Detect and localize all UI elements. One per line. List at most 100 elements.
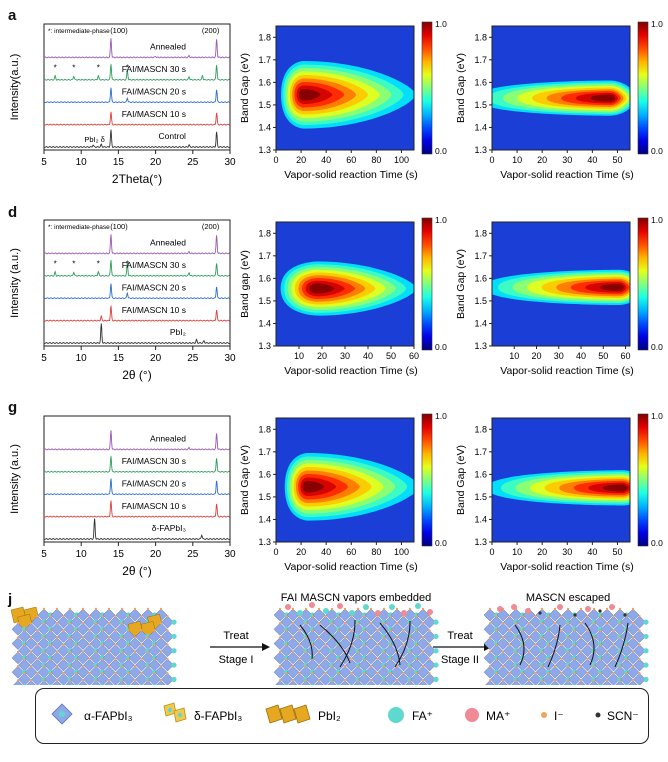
octahedron (423, 658, 436, 672)
iodide-ion (592, 607, 596, 611)
octahedron (529, 644, 542, 658)
iodide-ion (428, 614, 431, 618)
iodide-ion (376, 672, 379, 675)
iodide-ion (402, 629, 405, 632)
octahedron (327, 680, 337, 685)
iodide-ion (488, 622, 492, 625)
iodide-ion (140, 643, 143, 646)
iodide-ion (62, 614, 65, 618)
iodide-ion (49, 629, 52, 632)
intermediate-star: * (72, 259, 75, 268)
iodide-ion (376, 657, 379, 661)
fa-cation (433, 633, 439, 640)
octahedron (312, 608, 326, 622)
iodide-ion (146, 636, 150, 639)
octahedron (102, 651, 116, 665)
octahedron (50, 622, 64, 636)
iodide-ion (527, 636, 531, 639)
octahedron (397, 630, 410, 643)
octahedron (397, 615, 410, 629)
octahedron (574, 637, 588, 650)
octahedron (607, 630, 620, 643)
ma-escaped (497, 606, 503, 612)
fa-vapor (297, 610, 303, 616)
iodide-ion (140, 657, 143, 661)
y-tick-label: 1.4 (474, 318, 487, 328)
octahedron (161, 630, 174, 643)
octahedron (607, 615, 620, 629)
trace-label: FAI/MASCN 10 s (122, 305, 186, 315)
iodide-ion (521, 672, 524, 675)
colorbar-max-label: 1.0 (651, 19, 663, 29)
x-tick-label: 0 (489, 547, 494, 557)
scn-escaped (573, 613, 577, 617)
iodide-ion (586, 643, 589, 646)
iodide-ion (127, 643, 130, 646)
panel-label-d: d (8, 204, 18, 221)
x-tick-label: 50 (612, 547, 622, 557)
x-tick-label: 100 (394, 547, 409, 557)
iodide-ion (428, 643, 431, 646)
x-axis-label: 2θ (°) (122, 564, 151, 578)
fa-cation (643, 676, 649, 682)
iodide-ion (547, 657, 550, 661)
iodide-ion (36, 629, 39, 632)
fa-vapor (389, 604, 395, 610)
y-tick-label: 1.4 (474, 122, 487, 132)
peak-label-200: (200) (202, 26, 220, 35)
map-contour (298, 89, 321, 101)
iodide-ion (343, 622, 347, 625)
x-tick-label: 50 (386, 351, 396, 361)
mask-bottom (452, 542, 668, 592)
iodide-ion (23, 672, 26, 675)
octahedron (529, 672, 542, 685)
iodide-ion (81, 622, 85, 625)
octahedron (312, 637, 326, 650)
peak-label-200: (200) (202, 222, 220, 231)
iodide-ion (75, 643, 78, 646)
octahedron (83, 644, 96, 658)
x-tick-label: 10 (76, 549, 88, 560)
octahedron (548, 651, 562, 665)
iodide-ion (625, 672, 628, 675)
xrd-trace (43, 234, 230, 255)
x-tick-label: 30 (224, 549, 236, 560)
octahedron (503, 615, 516, 629)
iodide-ion (42, 679, 46, 682)
octahedron (24, 651, 38, 665)
x-tick-label: 60 (621, 351, 631, 361)
iodide-ion (159, 650, 163, 654)
x-tick-label: 10 (512, 547, 522, 557)
octahedron (57, 658, 70, 672)
colorbar-min-label: 0.0 (651, 146, 663, 156)
iodide-ion (389, 629, 392, 632)
iodide-ion (330, 679, 334, 682)
iodide-ion (114, 614, 117, 618)
octahedron (78, 680, 88, 685)
iodide-ion (153, 629, 156, 632)
iodide-ion (395, 636, 399, 639)
y-tick-label: 1.3 (258, 145, 271, 155)
iodide-ion (298, 672, 301, 675)
mask-top (452, 392, 668, 418)
x-tick-label: 100 (394, 155, 409, 165)
y-tick-label: 1.5 (474, 100, 487, 110)
iodide-ion (488, 607, 492, 611)
octahedron (11, 665, 25, 679)
fa-cation (284, 683, 289, 685)
iodide-ion (114, 657, 117, 661)
octahedron (128, 637, 142, 650)
iodide-ion (592, 636, 596, 639)
y-tick-label: 1.6 (474, 469, 487, 479)
iodide-ion (330, 607, 334, 611)
y-tick-label: 1.6 (474, 77, 487, 87)
iodide-ion (599, 614, 602, 618)
iodide-ion (421, 636, 425, 639)
xrd-frame (43, 23, 231, 151)
scn-escaped (538, 611, 542, 615)
x-tick-label: 30 (224, 353, 236, 364)
iodide-ion (278, 607, 282, 611)
map-contour (590, 94, 616, 102)
iodide-ion (55, 665, 59, 668)
iodide-ion (298, 657, 301, 661)
